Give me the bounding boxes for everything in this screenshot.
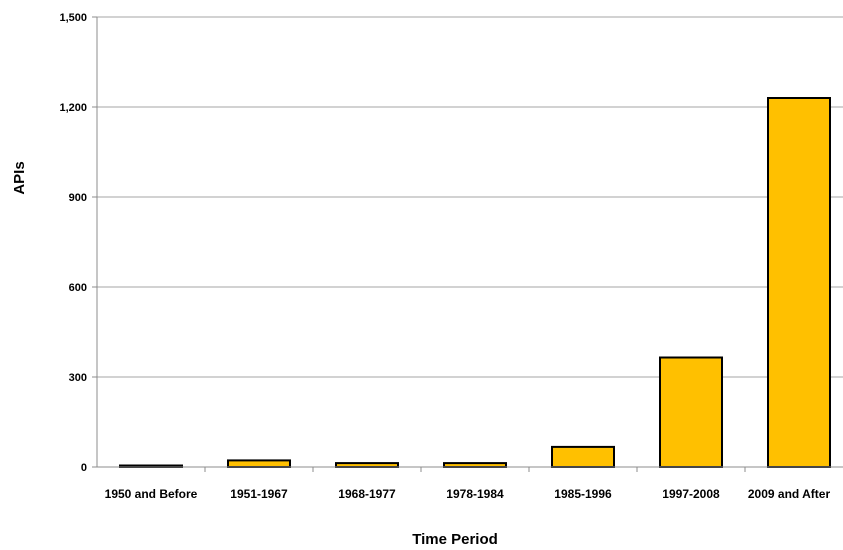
x-tick-label: 1997-2008 xyxy=(662,487,720,501)
x-tick-label: 2009 and After xyxy=(748,487,831,501)
x-tick-label: 1968-1977 xyxy=(338,487,396,501)
y-tick-label: 0 xyxy=(81,462,87,474)
bar xyxy=(767,97,831,468)
x-tick-label: 1985-1996 xyxy=(554,487,612,501)
bars xyxy=(119,97,831,469)
y-tick-label: 900 xyxy=(69,192,87,204)
y-axis-title: APIs xyxy=(11,161,28,194)
x-tick-label: 1978-1984 xyxy=(446,487,504,501)
y-tick-labels: 0 300 600 900 1,200 1,500 xyxy=(59,12,97,474)
y-tick-label: 1,200 xyxy=(59,102,87,114)
bar xyxy=(659,356,723,468)
gridlines xyxy=(97,16,843,378)
bar xyxy=(335,462,399,469)
x-tick-labels: 1950 and Before 1951-1967 1968-1977 1978-19… xyxy=(105,467,831,501)
y-tick-label: 600 xyxy=(69,282,87,294)
bar xyxy=(227,459,291,468)
bar xyxy=(443,462,507,469)
y-tick-label: 300 xyxy=(69,372,87,384)
x-axis-title: Time Period xyxy=(412,531,498,548)
bar xyxy=(551,445,615,468)
x-tick-label: 1950 and Before xyxy=(105,487,198,501)
x-tick-label: 1951-1967 xyxy=(230,487,288,501)
y-tick-label: 1,500 xyxy=(59,12,87,24)
